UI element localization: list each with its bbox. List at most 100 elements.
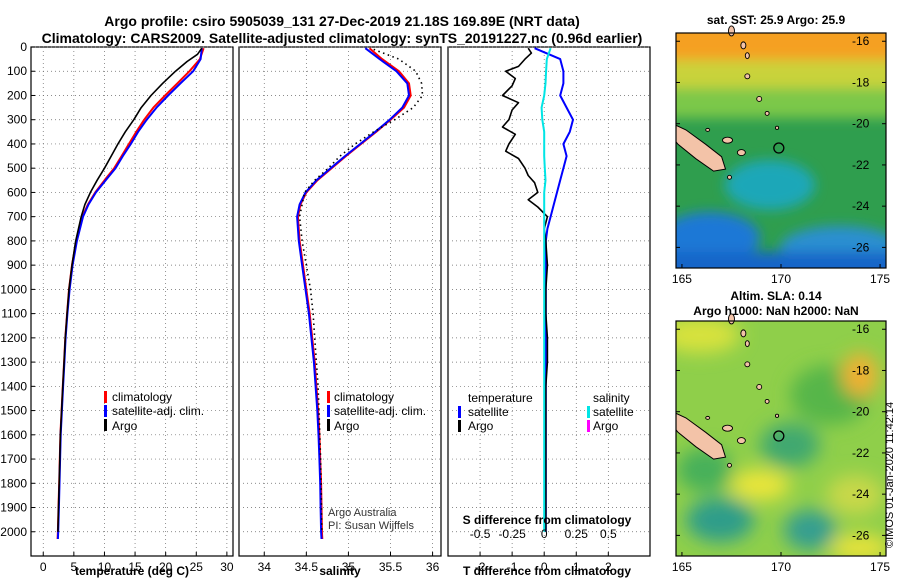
x-tick-label: 0	[40, 560, 47, 574]
legend-label-sal-satellite: satellite	[593, 405, 634, 419]
island	[756, 384, 763, 390]
lon-tick-label: 170	[771, 560, 791, 574]
legend-label-satellite: satellite-adj. clim.	[334, 404, 426, 418]
depth-tick-label: 600	[7, 185, 27, 199]
x-tick-label: 20	[159, 560, 173, 574]
difference-series	[501, 47, 574, 532]
sla-field	[676, 321, 886, 556]
depth-tick-label: 800	[7, 234, 27, 248]
legend-label-argo: Argo	[334, 419, 360, 433]
secondary-tick-label: -0.25	[498, 527, 526, 541]
new-caledonia-landmass	[676, 412, 727, 460]
sst-map-ticks: 165 170 175 -16 -18 -20 -22 -24 -26	[672, 34, 890, 286]
x-tick-label: 36	[426, 560, 440, 574]
island	[728, 313, 735, 325]
salinity-panel-frame	[238, 46, 442, 557]
lon-tick-label: 165	[672, 560, 692, 574]
sst-cool-patch	[676, 212, 760, 264]
legend-swatch-sal-satellite	[587, 406, 590, 418]
difference-panel-frame	[447, 46, 651, 557]
salinity-legend: climatology satellite-adj. clim. Argo	[327, 390, 426, 433]
sla-map-title: Altim. SLA: 0.14	[730, 289, 822, 303]
figure-title-line1: Argo profile: csiro 5905039_131 27-Dec-2…	[104, 13, 579, 29]
sla-map: Altim. SLA: 0.14 Argo h1000: NaN h2000: …	[672, 289, 890, 574]
depth-tick-label: 1500	[0, 404, 27, 418]
legend-label-satellite: satellite-adj. clim.	[112, 404, 204, 418]
legend-swatch-argo	[327, 419, 330, 431]
depth-tick-label: 900	[7, 258, 27, 272]
difference-panel: -2 -1 0 1 2 -0.5 -0.25 0 0.25 0.5 T difference f…	[447, 46, 651, 578]
x-tick-label: 30	[220, 560, 234, 574]
sla-high-patch	[676, 321, 740, 353]
coastline	[676, 313, 780, 468]
sla-high-patch	[830, 534, 886, 556]
legend-swatch-sal-argo	[587, 420, 590, 432]
sst-green-band	[676, 88, 886, 118]
temperature-axis-label: temperature (deg C)	[75, 564, 189, 578]
new-caledonia-landmass	[676, 124, 727, 172]
float-position-marker	[773, 430, 785, 442]
depth-tick-label: 1200	[0, 331, 27, 345]
temperature-series	[56, 47, 205, 540]
secondary-tick-label: 0.5	[600, 527, 617, 541]
depth-tick-label: 2000	[0, 525, 27, 539]
t-difference-axis-label: T difference from climatology	[463, 564, 631, 578]
sla-low-patch	[760, 423, 820, 467]
sst-field	[676, 33, 886, 268]
secondary-tick-label: -0.5	[470, 527, 491, 541]
depth-tick-label: 1600	[0, 428, 27, 442]
depth-tick-label: 100	[7, 64, 27, 78]
sla-low-patch	[784, 510, 836, 550]
x-tick-label: 35.5	[379, 560, 403, 574]
series-line-temperature-argo	[501, 47, 549, 532]
lon-tick-label: 175	[870, 560, 890, 574]
legend-swatch-climatology	[104, 391, 107, 403]
legend-swatch-temp-argo	[458, 420, 461, 432]
figure-title-line2: Climatology: CARS2009. Satellite-adjuste…	[42, 30, 643, 46]
legend-swatch-temp-satellite	[458, 406, 461, 418]
sla-low-patch	[686, 498, 754, 542]
sla-high-patch	[730, 469, 790, 501]
lat-tick-label: -16	[852, 34, 870, 48]
salinity-series	[296, 47, 424, 540]
lat-tick-label: -16	[852, 322, 870, 336]
lat-tick-label: -26	[852, 240, 870, 254]
island	[705, 127, 711, 132]
sla-high-patch	[827, 475, 883, 515]
series-line-argo	[57, 47, 203, 532]
lon-tick-label: 170	[771, 272, 791, 286]
series-line-salinity-satellite	[540, 47, 552, 532]
temperature-legend: climatology satellite-adj. clim. Argo	[104, 390, 204, 433]
x-tick-label: 35	[342, 560, 356, 574]
t-difference-tick-labels: -2 -1 0 1 2	[475, 560, 612, 574]
sst-cold-band	[676, 252, 886, 268]
float-position-marker	[773, 142, 785, 154]
temperature-panel: 0100200300400500600700800900100011001200…	[0, 40, 234, 578]
island	[736, 437, 746, 445]
lon-tick-label: 175	[870, 272, 890, 286]
credit-argo-australia: Argo Australia	[328, 507, 397, 519]
legend-label-climatology: climatology	[112, 390, 172, 404]
island	[727, 462, 732, 468]
series-line-satellite-adj-clim-	[296, 47, 410, 540]
sla-map-ticks: 165 170 175 -16 -18 -20 -22 -24 -26	[672, 322, 890, 574]
sla-low-patch	[677, 448, 733, 492]
island	[744, 73, 751, 80]
lon-tick-label: 165	[672, 272, 692, 286]
depth-tick-label: 1400	[0, 379, 27, 393]
legend-swatch-satellite	[327, 405, 330, 417]
imos-credit: ©IMOS 01-Jan-2020 11:42:14	[884, 402, 896, 548]
salinity-tick-labels: 34 34.5 35 35.5 36	[258, 560, 440, 574]
legend-label-argo: Argo	[112, 419, 138, 433]
s-difference-axis-label: S difference from climatology	[463, 513, 632, 527]
x-tick-label: -1	[507, 560, 518, 574]
x-tick-label: -2	[475, 560, 486, 574]
secondary-tick-label: 0	[541, 527, 548, 541]
x-tick-label: 1	[573, 560, 580, 574]
depth-tick-label: 500	[7, 161, 27, 175]
island	[764, 398, 770, 404]
depth-tick-labels: 0 100 200 300 400 500 600 700 800 900 1000 1100 1200…	[0, 40, 35, 539]
x-tick-label: 10	[98, 560, 112, 574]
island	[740, 329, 747, 338]
